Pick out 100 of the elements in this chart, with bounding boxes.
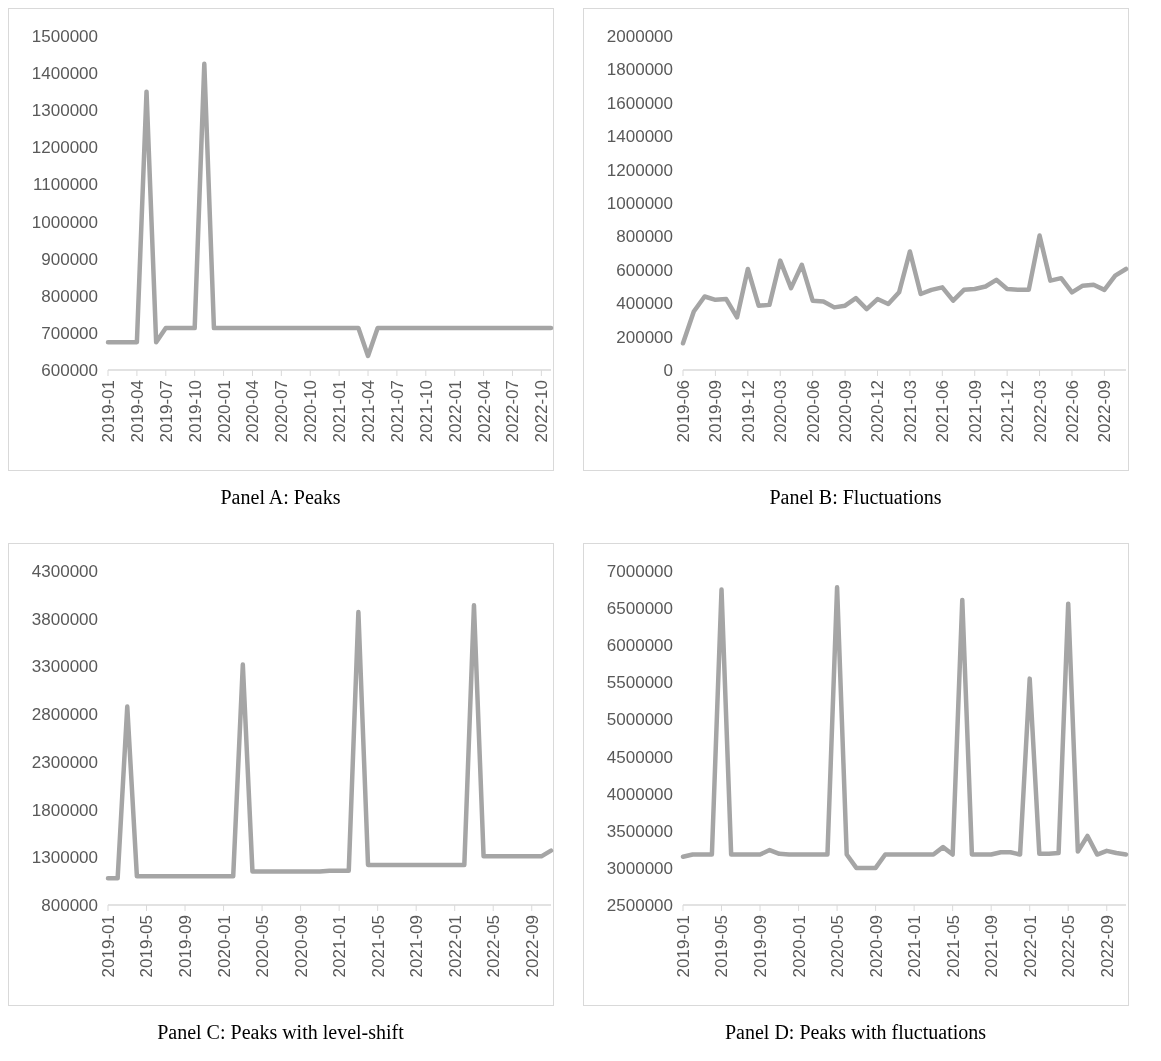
x-tick-label: 2021-09 (407, 915, 427, 978)
x-tick-label: 2022-07 (503, 380, 523, 443)
y-tick-label: 800000 (41, 895, 98, 915)
x-tick-label: 2019-07 (156, 380, 176, 443)
y-tick-label: 1800000 (606, 60, 673, 80)
x-tick-label: 2021-09 (965, 380, 985, 443)
text: Panel D: Peaks with fluctuations (724, 1021, 987, 1043)
x-tick-label: 2022-06 (1062, 380, 1082, 443)
x-tick-label: 2021-12 (998, 380, 1018, 443)
x-tick-label: 2019-01 (98, 915, 118, 978)
y-tick-label: 2800000 (31, 705, 98, 725)
y-tick-label: 2500000 (606, 895, 673, 915)
y-tick-label: 2300000 (31, 752, 98, 772)
x-tick-label: 2020-09 (291, 915, 311, 978)
y-tick-label: 800000 (41, 286, 98, 306)
y-tick-label: 3000000 (606, 858, 673, 878)
x-tick-label: 2022-05 (1059, 915, 1079, 978)
y-tick-label: 1100000 (33, 175, 98, 195)
y-tick-label: 600000 (616, 260, 673, 280)
line-series (680, 585, 1129, 871)
y-tick-label: 4300000 (31, 561, 98, 581)
x-tick-label: 2022-01 (445, 380, 465, 443)
x-tick-label: 2019-09 (750, 915, 770, 978)
y-tick-label: 1000000 (31, 212, 98, 232)
x-tick-label: 2020-01 (214, 380, 234, 443)
x-tick-label: 2019-10 (185, 380, 205, 443)
y-tick-label: 1300000 (31, 848, 98, 868)
text: Panel B: Fluctuations (769, 486, 942, 508)
x-tick-label: 2022-03 (1030, 380, 1050, 443)
x-tick-label: 2022-05 (484, 915, 504, 978)
x-tick-label: 2021-03 (900, 380, 920, 443)
y-tick-label: 600000 (41, 360, 98, 380)
x-tick-label: 2021-09 (982, 915, 1002, 978)
x-tick-label: 2021-10 (416, 380, 436, 443)
y-tick-label: 1800000 (31, 800, 98, 820)
x-tick-label: 2019-09 (706, 380, 726, 443)
line-series (105, 61, 554, 359)
x-tick-label: 2020-12 (868, 380, 888, 443)
x-tick-label: 2021-01 (330, 915, 350, 978)
x-tick-label: 2020-01 (214, 915, 234, 978)
x-tick-label: 2022-09 (1097, 915, 1117, 978)
x-tick-label: 2020-09 (836, 380, 856, 443)
y-tick-label: 4500000 (606, 747, 673, 767)
y-tick-label: 700000 (41, 323, 98, 343)
y-tick-label: 1300000 (31, 101, 98, 121)
y-tick-label: 3800000 (31, 609, 98, 629)
line-series (680, 233, 1129, 346)
x-tick-label: 2021-01 (330, 380, 350, 443)
text: Panel C: Peaks with level-shift (157, 1021, 405, 1043)
y-tick-label: 1600000 (606, 93, 673, 113)
x-tick-label: 2022-01 (445, 915, 465, 978)
x-tick-label: 2022-01 (1020, 915, 1040, 978)
y-tick-label: 5500000 (606, 673, 673, 693)
x-tick-label: 2019-05 (137, 915, 157, 978)
x-tick-label: 2019-12 (738, 380, 758, 443)
x-tick-label: 2020-05 (828, 915, 848, 978)
x-tick-label: 2022-10 (532, 380, 552, 443)
x-tick-label: 2022-09 (1095, 380, 1115, 443)
x-tick-label: 2019-09 (175, 915, 195, 978)
x-tick-label: 2020-09 (866, 915, 886, 978)
y-tick-label: 800000 (616, 227, 673, 247)
x-tick-label: 2022-04 (474, 380, 494, 443)
x-tick-label: 2020-03 (771, 380, 791, 443)
y-tick-label: 2000000 (606, 26, 673, 46)
line-series (105, 603, 554, 881)
x-tick-label: 2020-06 (803, 380, 823, 443)
y-tick-label: 4000000 (606, 784, 673, 804)
y-tick-label: 200000 (616, 327, 673, 347)
x-tick-label: 2021-04 (358, 380, 378, 443)
y-tick-label: 1200000 (31, 138, 98, 158)
y-tick-label: 1200000 (606, 160, 673, 180)
x-tick-label: 2019-01 (673, 915, 693, 978)
x-tick-label: 2019-04 (127, 380, 147, 443)
y-tick-label: 1400000 (606, 127, 673, 147)
x-tick-label: 2021-05 (368, 915, 388, 978)
y-tick-label: 0 (663, 360, 673, 380)
x-tick-label: 2022-09 (522, 915, 542, 978)
y-tick-label: 400000 (616, 294, 673, 314)
y-tick-label: 3500000 (606, 821, 673, 841)
x-tick-label: 2019-01 (98, 380, 118, 443)
x-tick-label: 2019-06 (673, 380, 693, 443)
y-tick-label: 7000000 (606, 561, 673, 581)
x-tick-label: 2021-05 (943, 915, 963, 978)
y-tick-label: 6000000 (606, 636, 673, 656)
y-tick-label: 900000 (41, 249, 98, 269)
y-tick-label: 3300000 (31, 657, 98, 677)
x-tick-label: 2020-04 (243, 380, 263, 443)
y-tick-label: 1000000 (606, 193, 673, 213)
x-tick-label: 2019-05 (712, 915, 732, 978)
x-tick-label: 2020-01 (789, 915, 809, 978)
x-tick-label: 2020-10 (301, 380, 321, 443)
y-tick-label: 1400000 (31, 64, 98, 84)
y-tick-label: 1500000 (31, 26, 98, 46)
x-tick-label: 2021-07 (387, 380, 407, 443)
y-tick-label: 5000000 (606, 710, 673, 730)
x-tick-label: 2021-01 (905, 915, 925, 978)
x-tick-label: 2021-06 (933, 380, 953, 443)
text: Panel A: Peaks (220, 486, 341, 508)
y-tick-label: 6500000 (606, 599, 673, 619)
x-tick-label: 2020-05 (253, 915, 273, 978)
